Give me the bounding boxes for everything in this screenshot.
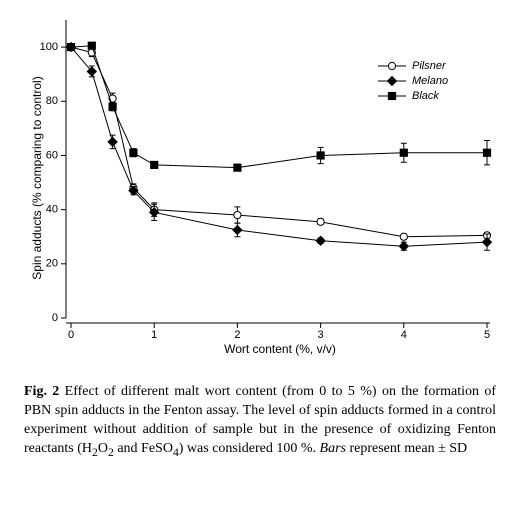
data-point — [128, 185, 139, 196]
data-point — [233, 210, 242, 220]
x-tick-label: 0 — [68, 329, 74, 341]
x-axis-label: Wort content (%, v/v) — [224, 342, 336, 356]
caption-label: Fig. 2 — [24, 384, 60, 399]
chart: Spin adducts (% comparing to control) Wo… — [30, 20, 493, 356]
caption-italic: Bars — [319, 441, 346, 456]
data-point — [150, 160, 159, 170]
data-point — [129, 148, 138, 157]
data-point — [481, 236, 493, 248]
legend-label: Melano — [412, 75, 448, 87]
y-tick-label: 80 — [46, 95, 58, 107]
data-point — [399, 148, 408, 157]
caption-text: ) was considered 100 %. — [178, 441, 320, 456]
caption-text: represent mean ± SD — [345, 441, 468, 456]
data-point — [87, 41, 96, 50]
caption-sub: 4 — [172, 445, 179, 459]
data-point — [482, 148, 492, 157]
data-point — [148, 207, 160, 218]
legend-marker — [387, 61, 397, 71]
y-tick-label: 40 — [46, 204, 58, 216]
caption-text: O — [97, 441, 108, 456]
caption-text: Effect of different malt wort content (f… — [24, 384, 496, 456]
y-tick-label: 0 — [52, 312, 58, 324]
y-tick-label: 60 — [46, 149, 58, 161]
legend-marker — [387, 91, 397, 101]
data-point — [86, 66, 98, 77]
data-point — [233, 163, 242, 172]
x-tick-label: 2 — [234, 329, 240, 341]
data-point — [316, 217, 325, 226]
caption-sub: 2 — [92, 445, 98, 459]
x-tick-label: 4 — [401, 329, 407, 341]
data-point — [399, 232, 408, 241]
data-point — [232, 224, 243, 236]
data-point — [108, 102, 117, 111]
x-tick-label: 1 — [151, 329, 157, 341]
data-point — [66, 42, 76, 52]
legend-marker — [386, 75, 398, 87]
x-tick-label: 5 — [484, 329, 490, 341]
data-point — [316, 151, 325, 160]
y-tick-label: 20 — [46, 258, 58, 270]
data-point — [315, 235, 326, 246]
y-axis-label: Spin adducts (% comparing to control) — [30, 76, 44, 279]
caption: Fig. 2 Effect of different malt wort con… — [24, 382, 496, 462]
data-point — [107, 136, 118, 148]
caption-sub: 2 — [107, 445, 114, 459]
caption-text: and FeSO — [113, 441, 173, 456]
data-point — [398, 241, 410, 252]
legend-label: Black — [412, 90, 439, 102]
legend-label: Pilsner — [412, 60, 447, 72]
y-tick-label: 100 — [40, 41, 58, 53]
x-tick-label: 3 — [318, 329, 324, 341]
